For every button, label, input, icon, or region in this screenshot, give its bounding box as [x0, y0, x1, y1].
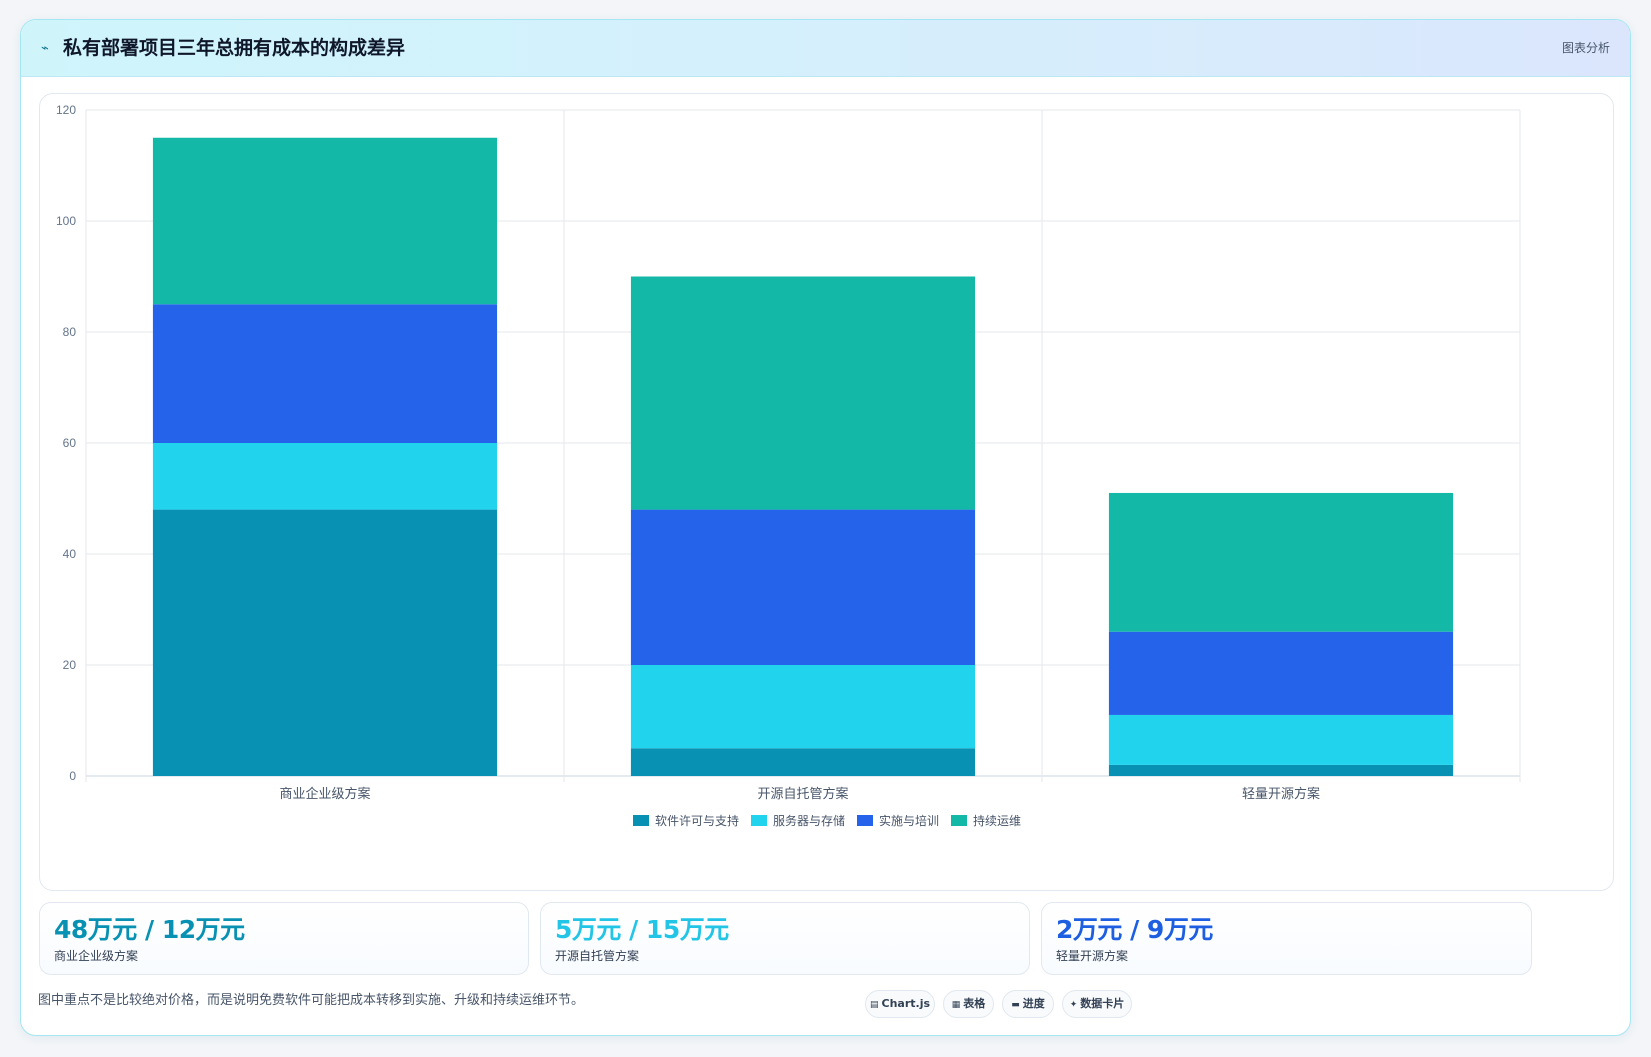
x-tick-label: 商业企业级方案 — [279, 786, 370, 802]
pill-data-card[interactable]: ✦ 数据卡片 — [1062, 990, 1132, 1018]
pill-progress[interactable]: ▬ 进度 — [1002, 990, 1054, 1018]
x-tick-label: 开源自托管方案 — [757, 786, 848, 802]
bar-segment — [1108, 714, 1454, 765]
stat-label: 轻量开源方案 — [1056, 949, 1129, 963]
bar-segment — [1108, 764, 1454, 776]
table-icon: ▦ — [951, 1000, 961, 1010]
bar-segment — [630, 665, 976, 749]
y-tick-label: 80 — [63, 325, 77, 339]
bar-segment — [1108, 631, 1454, 715]
pill-label: 表格 — [963, 997, 986, 1010]
bar-segment — [630, 276, 976, 510]
pill-label: 数据卡片 — [1080, 997, 1125, 1010]
bar-segment — [152, 443, 498, 510]
stat-label: 商业企业级方案 — [54, 949, 139, 963]
pill-table[interactable]: ▦ 表格 — [943, 990, 994, 1018]
stacked-bar-chart: 0 20 40 60 80 100 120 商业企业级方案 开源自托管方案 轻量开源方案软件许可与… — [56, 103, 1521, 828]
chart-line-icon: ⌁ — [41, 41, 49, 56]
y-tick-label: 100 — [56, 214, 76, 228]
x-tick-label: 轻量开源方案 — [1242, 786, 1320, 802]
legend-swatch — [633, 815, 649, 826]
legend-label: 实施与培训 — [879, 813, 939, 828]
y-tick-label: 40 — [63, 547, 77, 561]
bar-segment — [630, 509, 976, 665]
y-tick-label: 60 — [63, 436, 77, 450]
chart-footnote: 图中重点不是比较绝对价格，而是说明免费软件可能把成本转移到实施、升级和持续运维环… — [38, 993, 585, 1008]
y-tick-label: 0 — [69, 769, 76, 783]
chart-card: ⌁ 私有部署项目三年总拥有成本的构成差异 图表分析 0 20 40 60 80 100 12… — [20, 19, 1631, 1036]
legend-swatch — [751, 815, 767, 826]
progress-icon: ▬ — [1011, 1000, 1020, 1010]
stat-card-lightweight: 2万元 / 9万元 轻量开源方案 — [1041, 902, 1532, 975]
bar-segment — [152, 304, 498, 443]
card-icon: ✦ — [1069, 1000, 1078, 1010]
stat-card-commercial: 48万元 / 12万元 商业企业级方案 — [39, 902, 529, 975]
bar-segment — [152, 509, 498, 776]
chart-title: 私有部署项目三年总拥有成本的构成差异 — [63, 37, 406, 59]
chart-icon: ▤ — [869, 1000, 879, 1010]
pill-label: 进度 — [1022, 997, 1045, 1010]
bar-segment — [152, 137, 498, 305]
chart-panel: 0 20 40 60 80 100 120 商业企业级方案 开源自托管方案 轻量开源方案软件许可与… — [39, 93, 1614, 891]
bar-segment — [630, 748, 976, 776]
legend-swatch — [951, 815, 967, 826]
pill-chartjs[interactable]: ▤ Chart.js — [865, 990, 935, 1018]
legend-label: 持续运维 — [973, 813, 1021, 828]
bar-segment — [1108, 492, 1454, 632]
legend-label: 软件许可与支持 — [655, 813, 739, 828]
stat-label: 开源自托管方案 — [555, 949, 640, 963]
chart-analysis-tag: 图表分析 — [1561, 41, 1610, 55]
legend-swatch — [857, 815, 873, 826]
stat-value: 48万元 / 12万元 — [54, 915, 245, 944]
card-header: ⌁ 私有部署项目三年总拥有成本的构成差异 图表分析 — [21, 20, 1630, 77]
y-tick-label: 20 — [63, 658, 77, 672]
y-tick-label: 120 — [56, 103, 76, 117]
pill-label: Chart.js — [881, 997, 931, 1010]
stat-value: 2万元 / 9万元 — [1056, 915, 1213, 944]
stat-value: 5万元 / 15万元 — [555, 915, 729, 944]
legend-label: 服务器与存储 — [773, 813, 845, 828]
stat-card-self-hosted: 5万元 / 15万元 开源自托管方案 — [540, 902, 1030, 975]
